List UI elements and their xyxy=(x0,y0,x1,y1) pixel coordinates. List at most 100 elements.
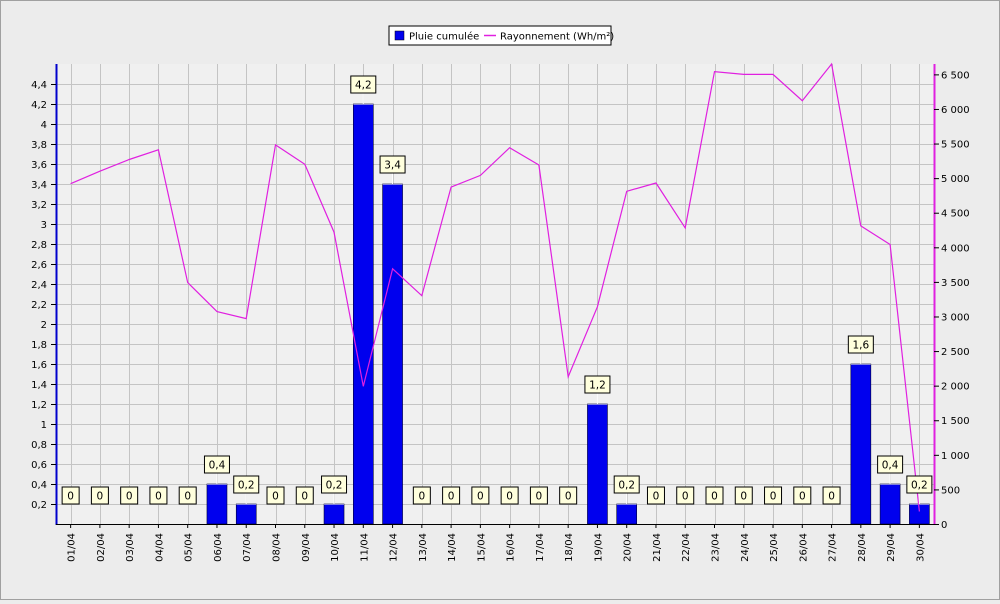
data-label-box xyxy=(500,486,519,505)
data-label: 0 xyxy=(272,491,279,503)
data-label-box xyxy=(877,455,904,474)
data-label: 0 xyxy=(155,491,162,503)
data-label-box xyxy=(529,486,548,505)
bar-series xyxy=(206,103,930,525)
left-tick-label: 2,2 xyxy=(31,300,47,311)
x-tick-label: 30/04 xyxy=(915,533,926,562)
x-tick-label: 24/04 xyxy=(740,533,751,562)
data-label: 0 xyxy=(799,491,806,503)
x-tick-label: 18/04 xyxy=(564,533,575,562)
data-label: 4,2 xyxy=(355,80,372,92)
x-tick-label: 23/04 xyxy=(711,533,722,562)
left-tick-label: 4 xyxy=(41,120,47,131)
plot-area xyxy=(56,64,934,524)
x-tick-label: 17/04 xyxy=(535,533,546,562)
left-tick-label: 3,6 xyxy=(31,160,47,171)
data-label-box xyxy=(705,486,724,505)
bar xyxy=(879,483,901,525)
axes xyxy=(55,64,936,525)
data-label-box xyxy=(822,486,841,505)
bar xyxy=(323,503,345,525)
x-tick-label: 20/04 xyxy=(623,533,634,562)
data-label: 0 xyxy=(770,491,777,503)
x-tick-label: 15/04 xyxy=(476,533,487,562)
x-tick-label: 19/04 xyxy=(593,533,604,562)
data-label-box xyxy=(149,486,168,505)
right-tick-label: 6 000 xyxy=(941,105,970,116)
data-label: 0,2 xyxy=(326,480,343,492)
right-tick-label: 3 000 xyxy=(941,312,970,323)
left-tick-label: 3,2 xyxy=(31,200,47,211)
right-tick-label: 5 500 xyxy=(941,140,970,151)
x-tick-label: 04/04 xyxy=(154,533,165,562)
x-tick-label: 14/04 xyxy=(447,533,458,562)
legend-bar-label: Pluie cumulée xyxy=(409,31,479,43)
data-label-box xyxy=(847,335,874,354)
data-label: 0 xyxy=(67,491,74,503)
x-tick-label: 26/04 xyxy=(798,533,809,562)
left-tick-label: 3,8 xyxy=(31,140,47,151)
right-tick-label: 1 500 xyxy=(941,416,970,427)
data-label-box xyxy=(203,455,230,474)
data-label-box xyxy=(295,486,314,505)
data-label-box xyxy=(120,486,139,505)
x-tick-label: 28/04 xyxy=(857,533,868,562)
right-tick-label: 500 xyxy=(941,485,960,496)
x-tick-label: 13/04 xyxy=(418,533,429,562)
data-label-box xyxy=(584,375,611,394)
data-label: 0 xyxy=(184,491,191,503)
data-label-box xyxy=(764,486,783,505)
x-tick-label: 02/04 xyxy=(96,533,107,562)
bar xyxy=(850,363,872,525)
data-label-box xyxy=(734,486,753,505)
x-tick-label: 25/04 xyxy=(769,533,780,562)
data-label-box xyxy=(350,75,377,94)
legend: Pluie cumulée Rayonnement (Wh/m²) xyxy=(388,25,614,46)
left-tick-label: 0,4 xyxy=(31,480,47,491)
data-label: 0,4 xyxy=(882,460,899,472)
data-label-box xyxy=(90,486,109,505)
data-label: 3,4 xyxy=(384,160,401,172)
left-tick-label: 4,2 xyxy=(31,100,47,111)
x-tick-label: 07/04 xyxy=(242,533,253,562)
x-tick-label: 03/04 xyxy=(125,533,136,562)
line-series xyxy=(70,62,920,512)
left-tick-label: 3,4 xyxy=(31,180,47,191)
data-label: 0 xyxy=(126,491,133,503)
right-tick-label: 5 000 xyxy=(941,174,970,185)
data-label-box xyxy=(321,475,348,494)
data-label: 1,2 xyxy=(589,380,606,392)
left-tick-label: 2,8 xyxy=(31,240,47,251)
x-tick-label: 29/04 xyxy=(886,533,897,562)
right-tick-label: 0 xyxy=(941,520,947,531)
left-tick-label: 1,2 xyxy=(31,400,47,411)
data-label: 0,4 xyxy=(209,460,226,472)
right-tick-label: 2 000 xyxy=(941,382,970,393)
data-label: 0,2 xyxy=(911,480,928,492)
legend-bar-swatch xyxy=(394,30,405,41)
right-tick-label: 6 500 xyxy=(941,70,970,81)
legend-line-label: Rayonnement (Wh/m²) xyxy=(500,32,614,43)
data-label-box xyxy=(442,486,461,505)
left-tick-label: 4,4 xyxy=(31,80,47,91)
data-label: 0 xyxy=(418,491,425,503)
data-label-box xyxy=(178,486,197,505)
data-label: 0 xyxy=(506,491,513,503)
x-tick-label: 21/04 xyxy=(652,533,663,562)
x-tick-label: 12/04 xyxy=(389,533,400,562)
legend-box xyxy=(388,25,612,46)
data-label-box xyxy=(559,486,578,505)
bar xyxy=(206,483,228,525)
right-tick-label: 3 500 xyxy=(941,278,970,289)
bar xyxy=(352,103,374,525)
x-tick-label: 01/04 xyxy=(67,533,78,562)
data-label-box xyxy=(676,486,695,505)
x-tick-label: 27/04 xyxy=(828,533,839,562)
data-label-box xyxy=(266,486,285,505)
left-tick-label: 2,6 xyxy=(31,260,47,271)
data-label-box xyxy=(471,486,490,505)
bar xyxy=(382,183,403,525)
x-tick-label: 22/04 xyxy=(681,533,692,562)
